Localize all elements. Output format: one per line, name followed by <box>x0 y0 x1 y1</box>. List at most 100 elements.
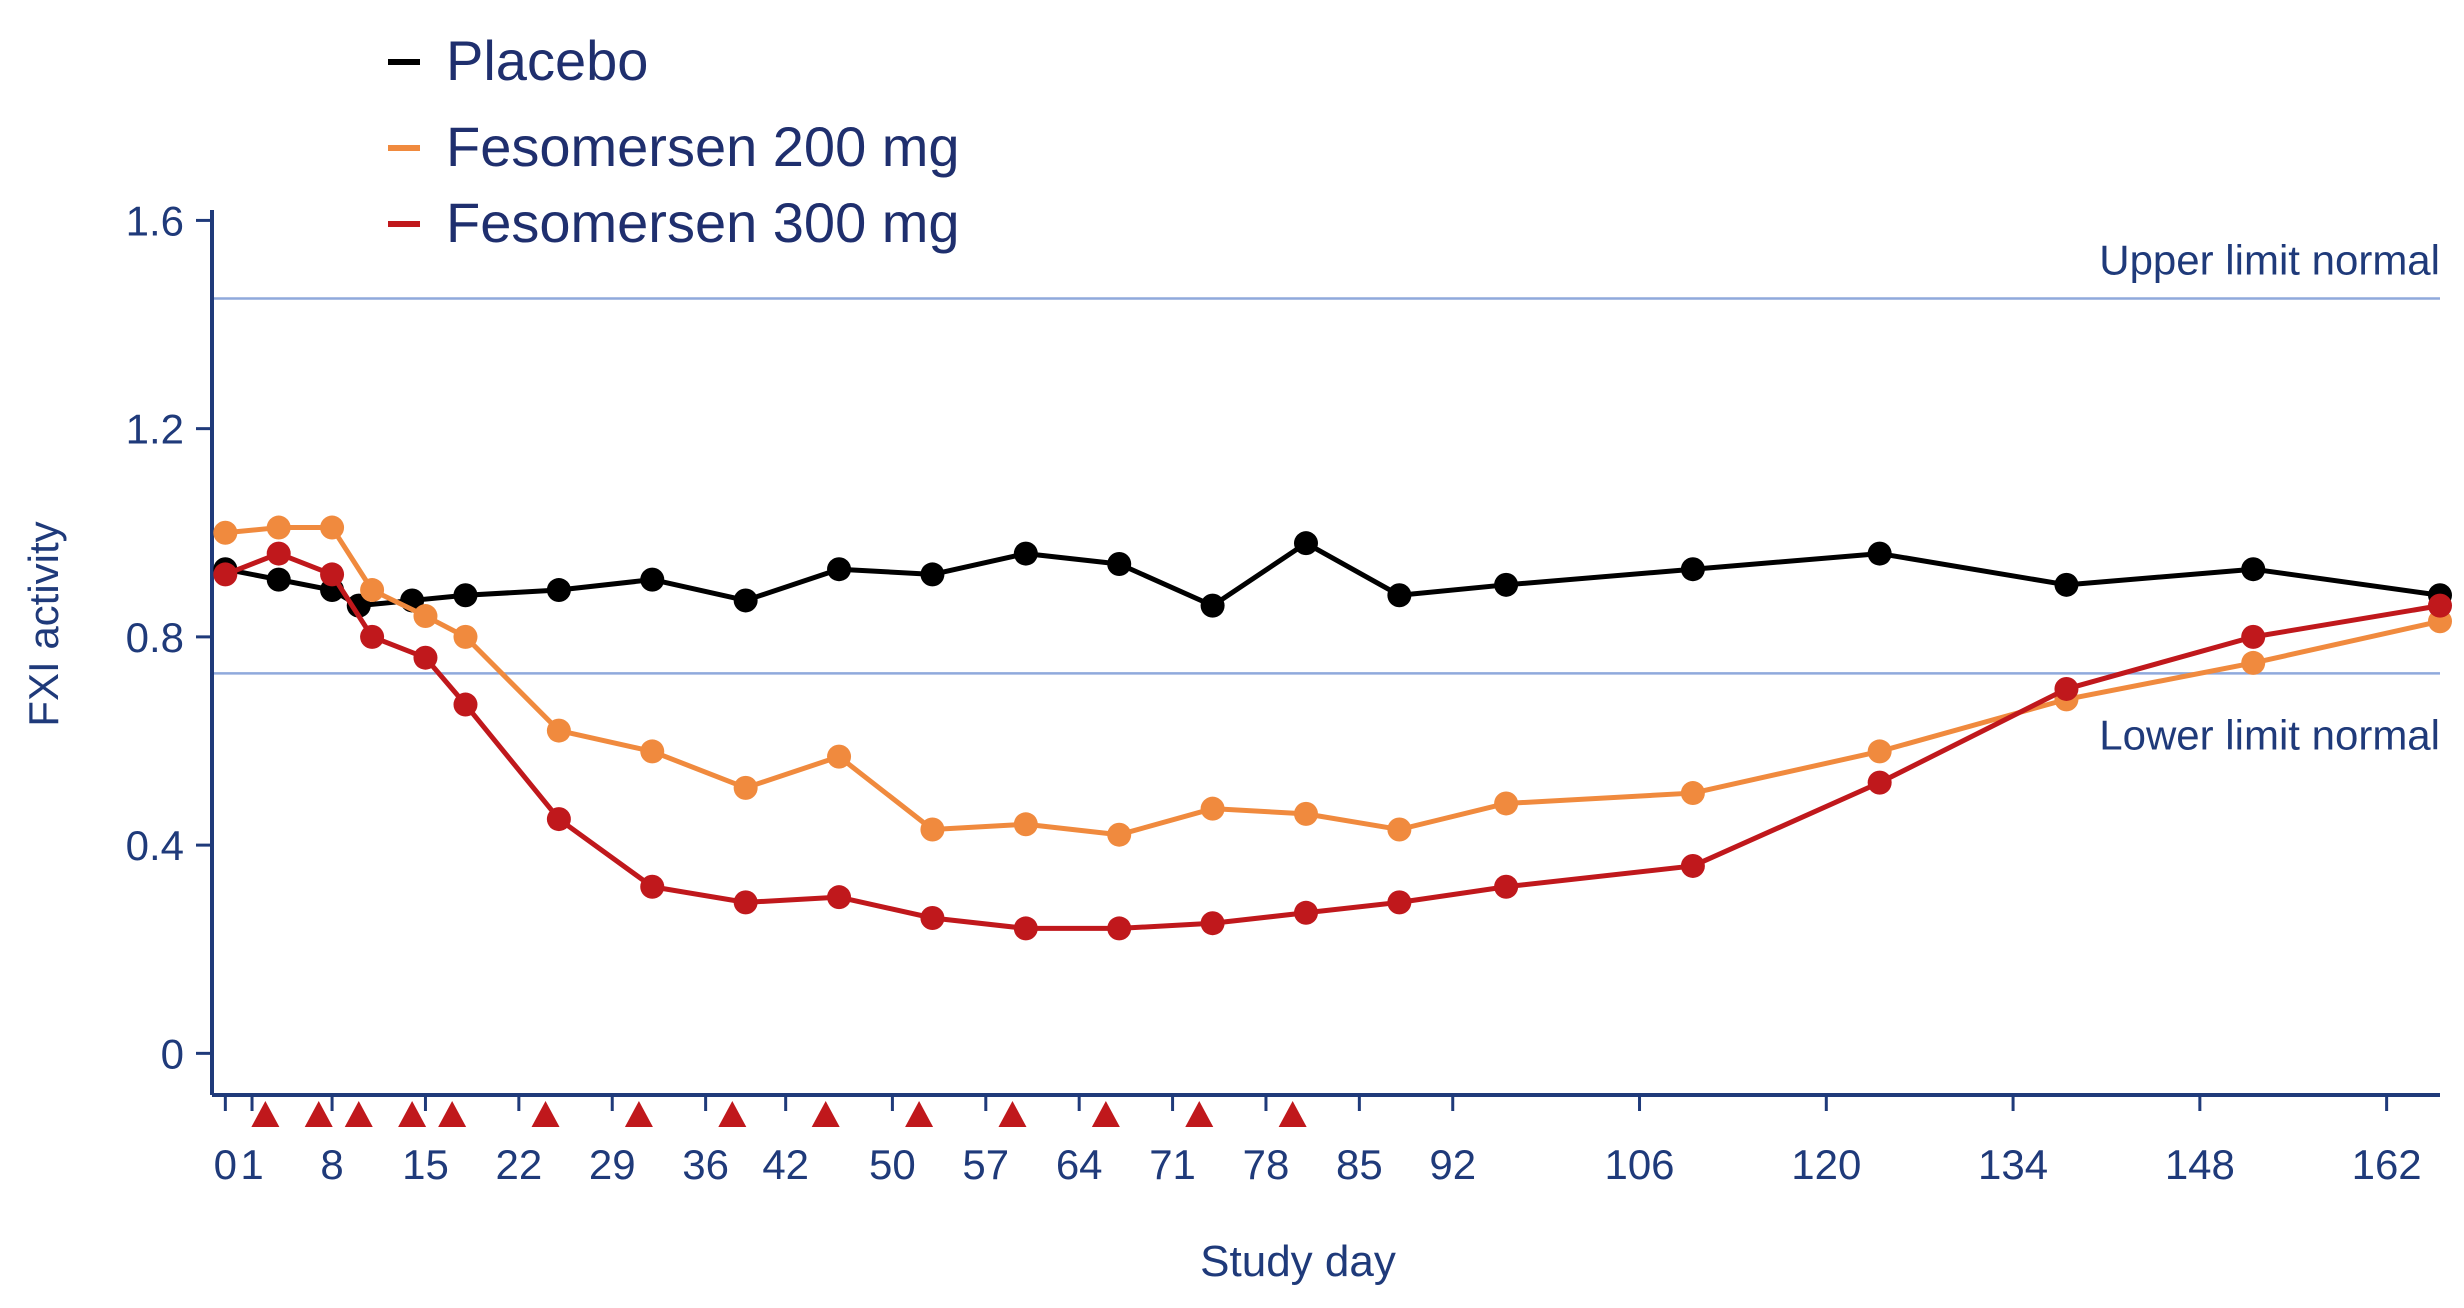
x-tick-label: 92 <box>1429 1141 1476 1188</box>
x-tick-label: 64 <box>1056 1141 1103 1188</box>
data-point <box>2241 557 2266 582</box>
data-point <box>266 567 291 592</box>
data-point <box>1867 770 1892 795</box>
data-point <box>2428 593 2452 618</box>
y-tick-label: 1.2 <box>126 406 184 453</box>
y-axis-label: FXI activity <box>20 521 67 726</box>
dosing-marker <box>811 1101 840 1127</box>
reference-line-label: Lower limit normal <box>2099 711 2440 758</box>
data-point <box>2241 624 2266 649</box>
data-point <box>413 645 438 670</box>
data-point <box>2054 676 2079 701</box>
reference-lines: Upper limit normal Lower limit normal <box>212 237 2440 758</box>
data-point <box>360 578 385 603</box>
dosing-marker <box>1278 1101 1307 1127</box>
reference-line-label: Upper limit normal <box>2099 237 2440 284</box>
x-tick-label: 78 <box>1243 1141 1290 1188</box>
data-point <box>1387 890 1412 915</box>
data-point <box>1013 812 1038 837</box>
data-point <box>1867 739 1892 764</box>
data-point <box>1494 874 1519 899</box>
dosing-marker <box>304 1101 333 1127</box>
data-point <box>920 906 945 930</box>
data-point <box>213 562 238 587</box>
dosing-marker <box>344 1101 373 1127</box>
dosing-marker <box>438 1101 467 1127</box>
dosing-marker <box>1185 1101 1214 1127</box>
dosing-marker <box>998 1101 1027 1127</box>
x-tick-label: 1 <box>240 1141 263 1188</box>
series-line <box>224 540 2441 609</box>
data-point <box>1293 531 1318 556</box>
dosing-marker <box>718 1101 747 1127</box>
data-point <box>1107 552 1132 576</box>
data-point <box>2054 572 2079 597</box>
dosing-marker <box>624 1101 653 1127</box>
data-point <box>1293 801 1318 826</box>
data-point <box>1013 916 1038 941</box>
data-point <box>640 567 665 592</box>
data-point <box>2241 650 2266 675</box>
x-tick-label: 36 <box>682 1141 729 1188</box>
data-point <box>1494 791 1519 816</box>
y-tick-label: 0 <box>161 1030 184 1077</box>
y-tick-label: 0.8 <box>126 614 184 661</box>
x-tick-label: 148 <box>2165 1141 2235 1188</box>
legend-label: Fesomersen 300 mg <box>446 191 960 254</box>
axes <box>210 210 2440 1097</box>
data-point <box>266 541 291 566</box>
series-fesomersen-200-mg <box>213 515 2452 847</box>
legend: Placebo Fesomersen 200 mg Fesomersen 300 m… <box>388 29 960 254</box>
data-point <box>360 624 385 649</box>
x-tick-label: 71 <box>1149 1141 1196 1188</box>
legend-label: Placebo <box>446 29 648 92</box>
data-point <box>320 562 345 587</box>
data-point <box>920 817 945 842</box>
data-point <box>1867 541 1892 566</box>
data-point <box>1107 822 1132 847</box>
data-point <box>733 588 758 613</box>
y-tick-label: 0.4 <box>126 822 184 869</box>
data-point <box>733 890 758 915</box>
data-point <box>1200 593 1225 618</box>
x-tick-label: 162 <box>2352 1141 2422 1188</box>
data-point <box>733 775 758 800</box>
dosing-markers <box>251 1101 1307 1127</box>
dosing-marker <box>251 1101 280 1127</box>
x-tick-label: 57 <box>962 1141 1009 1188</box>
series-placebo <box>213 531 2452 618</box>
data-point <box>453 624 478 649</box>
x-axis-ticks: 0 1 8 15 22 29 36 42 50 57 64 71 78 85 92 106 120 134 148 1… <box>214 1095 2422 1188</box>
data-point <box>1680 853 1705 878</box>
data-point <box>1494 572 1519 597</box>
data-point <box>546 718 571 743</box>
x-tick-label: 8 <box>320 1141 343 1188</box>
data-point <box>213 520 238 545</box>
x-tick-label: 22 <box>495 1141 542 1188</box>
data-point <box>640 739 665 764</box>
x-tick-label: 15 <box>402 1141 449 1188</box>
data-point <box>640 874 665 899</box>
data-point <box>266 515 291 540</box>
dosing-marker <box>531 1101 560 1127</box>
data-point <box>827 557 852 582</box>
data-point <box>320 515 345 540</box>
data-point <box>827 744 852 769</box>
data-point <box>346 593 371 618</box>
data-point <box>1107 916 1132 941</box>
x-tick-label: 106 <box>1604 1141 1674 1188</box>
x-tick-label: 42 <box>762 1141 809 1188</box>
y-axis-ticks: 0 0.4 0.8 1.2 1.6 <box>126 197 212 1077</box>
data-point <box>546 578 571 603</box>
data-point <box>827 885 852 910</box>
data-point <box>1680 557 1705 582</box>
dosing-marker <box>905 1101 934 1127</box>
x-tick-label: 120 <box>1791 1141 1861 1188</box>
x-tick-label: 0 <box>214 1141 237 1188</box>
data-point <box>1013 541 1038 566</box>
series-group <box>213 515 2452 941</box>
legend-label: Fesomersen 200 mg <box>446 115 960 178</box>
x-tick-label: 134 <box>1978 1141 2048 1188</box>
data-point <box>1200 911 1225 936</box>
data-point <box>453 692 478 717</box>
